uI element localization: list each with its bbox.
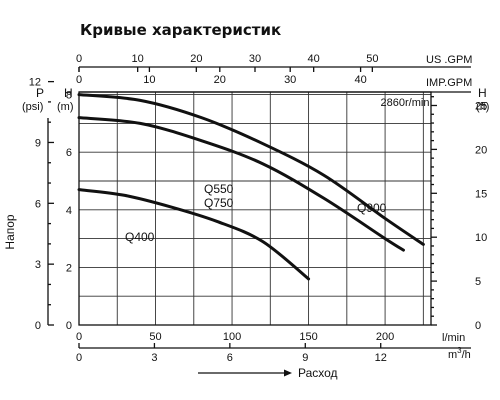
m-tick-label: 4 [66,205,72,217]
speed-label: 2860r/min [381,97,430,109]
psi-tick-label: 6 [35,198,41,210]
psi-tick-label: 12 [29,77,41,89]
m3h-tick-label: 3 [151,352,157,364]
ft-tick-label: 5 [475,276,481,288]
ft-tick-label: 25 [475,100,487,112]
lmin-tick-label: 200 [376,331,394,343]
lmin-tick-label: 100 [223,331,241,343]
m3h-tick-label: 6 [227,352,233,364]
curve-q750 [77,116,405,252]
psi-tick-label: 3 [35,259,41,271]
us-gpm-tick-label: 30 [249,53,261,65]
curve-q900 [77,93,425,246]
imp-gpm-tick-label: 40 [354,74,366,86]
us-gpm-tick-label: 0 [76,53,82,65]
imp-gpm-tick-label: 0 [76,74,82,86]
us-gpm-tick-label: 50 [366,53,378,65]
series-label-q550: Q550 [204,182,234,196]
imp-gpm-unit: IMP.GPM [426,77,472,89]
curve-q400 [77,188,311,281]
series-label-q400: Q400 [125,230,155,244]
m-tick-label: 0 [66,320,72,332]
left-axis-ticks: 0 3 6 9 12 0 2 4 6 8 [29,77,72,332]
ft-tick-label: 10 [475,232,487,244]
m3h-tick-label: 0 [76,352,82,364]
us-gpm-tick-label: 10 [132,53,144,65]
head-axis-label: Напор [3,214,17,250]
m3h-unit: m3/h [448,346,471,361]
flow-label: Расход [298,366,338,380]
ft-tick-label: 15 [475,188,487,200]
m3h-tick-label: 9 [302,352,308,364]
left-h-title: H [64,86,73,100]
lmin-tick-label: 150 [299,331,317,343]
psi-tick-label: 0 [35,320,41,332]
m-tick-label: 6 [66,147,72,159]
psi-unit: (psi) [22,101,43,113]
right-axis-ticks: 0 5 10 15 20 25 [431,96,487,332]
imp-gpm-tick-label: 10 [143,74,155,86]
lmin-tick-label: 50 [149,331,161,343]
imp-gpm-tick-label: 20 [214,74,226,86]
flow-arrow-head [284,369,292,377]
left-m-unit: (m) [57,101,74,113]
psi-tick-label: 9 [35,137,41,149]
top-axis-ticks: 0 10 20 30 40 500 10 20 30 40 [76,53,379,86]
imp-gpm-tick-label: 30 [284,74,296,86]
m-tick-label: 8 [66,90,72,102]
performance-curves [77,93,425,281]
chart-title: Кривые характеристик [80,21,281,39]
lmin-unit: l/min [442,332,465,344]
right-ft-unit: (ft) [476,101,489,113]
series-label-q900: Q900 [357,201,387,215]
us-gpm-unit: US .GPM [426,54,472,66]
right-h-title: H [478,86,487,100]
ft-tick-label: 0 [475,320,481,332]
series-label-q750: Q750 [204,196,234,210]
us-gpm-tick-label: 20 [190,53,202,65]
ft-tick-label: 20 [475,144,487,156]
lmin-tick-label: 0 [76,331,82,343]
m3h-tick-label: 12 [375,352,387,364]
m-tick-label: 2 [66,262,72,274]
bottom-axis-ticks: 0 50 100 150 200 0 3 6 9 12 [76,331,394,364]
us-gpm-tick-label: 40 [308,53,320,65]
psi-title: P [36,86,44,100]
